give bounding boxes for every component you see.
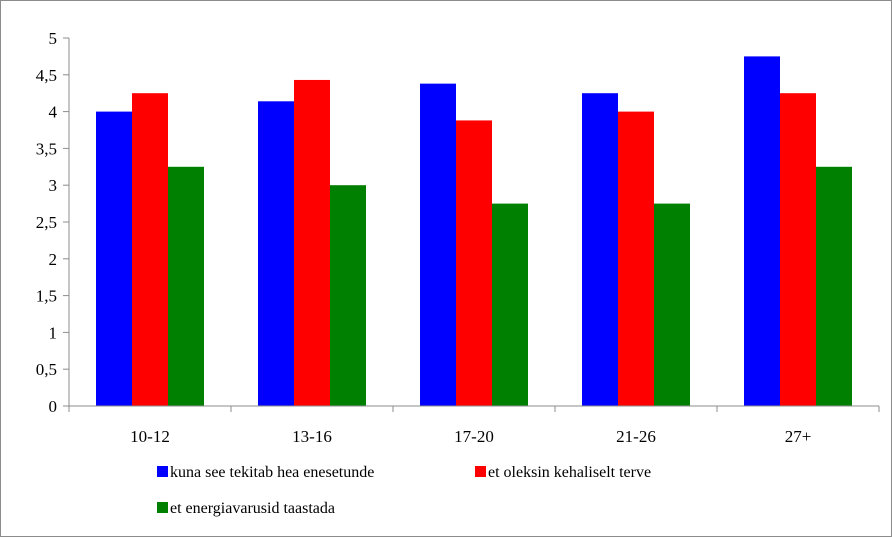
x-category-label: 13-16 [292,427,332,446]
bar-2-17-20 [456,120,492,406]
x-category-label: 21-26 [616,427,656,446]
bar-2-27+ [780,93,816,406]
bar-3-13-16 [330,185,366,406]
bars [96,56,852,407]
bar-1-27+ [744,56,780,407]
x-axis: 10-12 13-16 17-20 21-26 27+ [68,405,880,446]
legend-swatch-1 [157,466,168,477]
y-tick-label: 5 [49,29,58,48]
bar-1-21-26 [582,93,618,406]
bar-2-13-16 [294,79,330,407]
bar-3-10-12 [168,166,204,406]
legend-label-1: kuna see tekitab hea enesetunde [170,464,374,481]
x-category-label: 17-20 [454,427,494,446]
bar-3-17-20 [492,203,528,406]
y-tick-label: 0,5 [36,360,57,379]
x-category-label: 27+ [785,427,812,446]
legend-label-3: et energiavarusid taastada [170,500,335,517]
bar-3-21-26 [654,203,690,406]
y-tick-label: 0 [49,397,58,416]
bar-1-10-12 [96,111,132,406]
legend: kuna see tekitab hea enesetunde et oleksi… [157,464,651,517]
y-tick-label: 1 [49,323,58,342]
y-tick-label: 3,5 [36,139,57,158]
legend-swatch-2 [475,466,486,477]
y-tick-label: 3 [49,176,58,195]
y-tick-label: 1,5 [36,287,57,306]
bar-1-17-20 [420,83,456,406]
legend-label-2: et oleksin kehaliselt terve [488,464,651,481]
y-tick-label: 2 [49,250,58,269]
bar-2-21-26 [618,111,654,406]
x-category-label: 10-12 [130,427,170,446]
bar-2-10-12 [132,93,168,406]
bar-1-13-16 [258,101,294,407]
y-tick-label: 2,5 [36,213,57,232]
y-axis: 0 0,5 1 1,5 2 2,5 3 3,5 4 4,5 5 [36,29,70,416]
y-tick-label: 4,5 [36,66,57,85]
legend-swatch-3 [157,502,168,513]
bar-3-27+ [816,166,852,406]
y-tick-label: 4 [49,103,58,122]
